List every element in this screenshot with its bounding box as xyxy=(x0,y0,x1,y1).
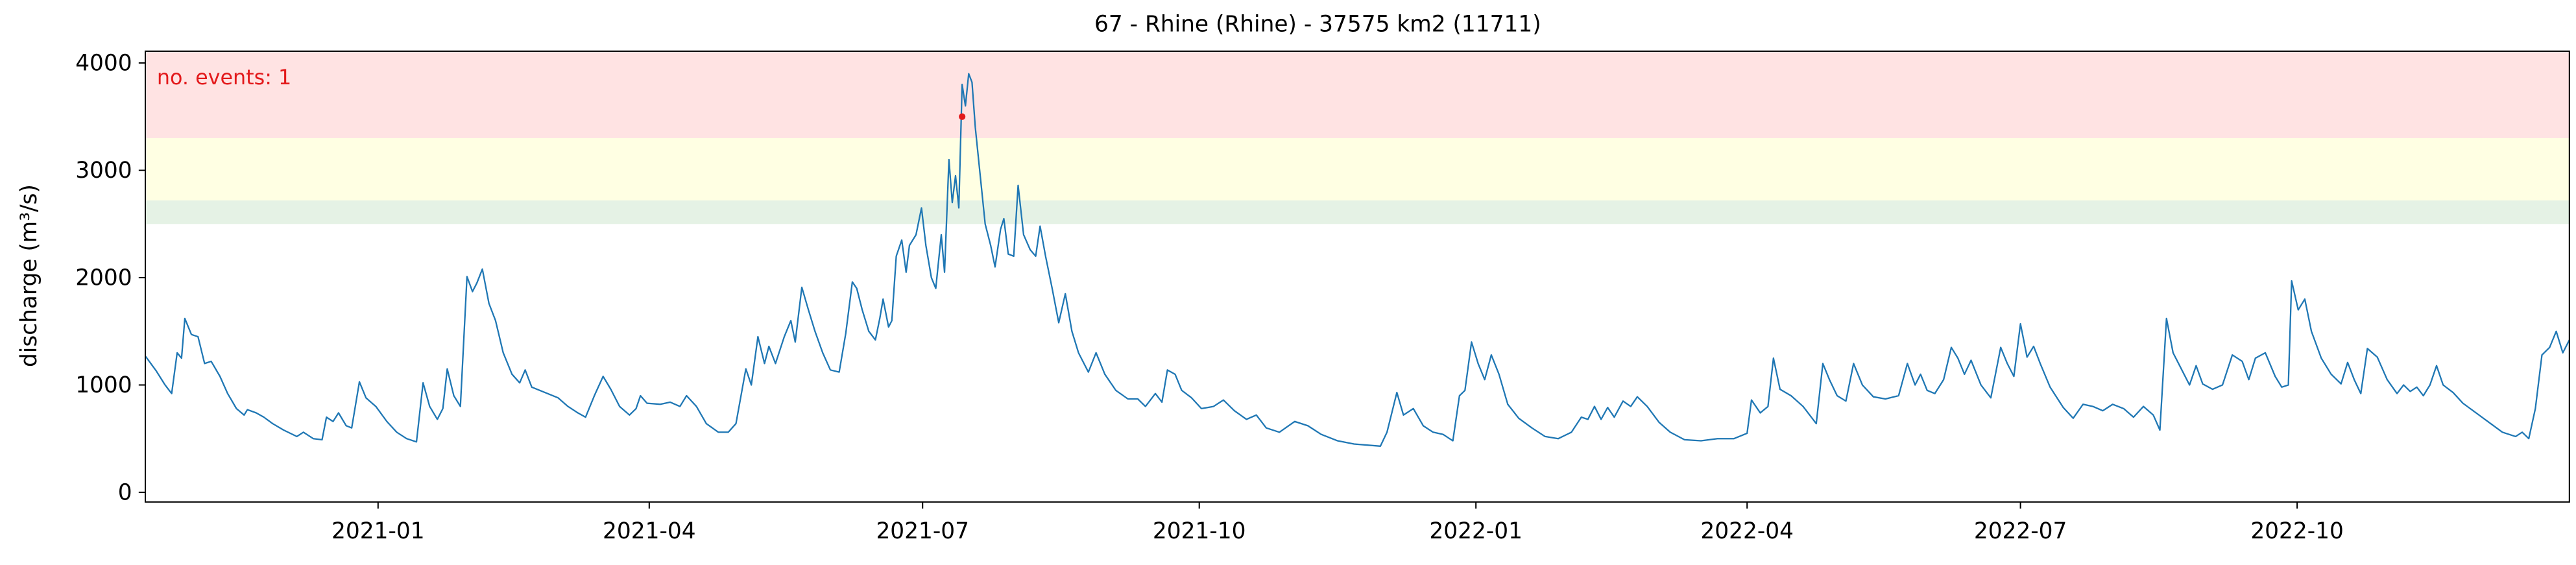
chart-title: 67 - Rhine (Rhine) - 37575 km2 (11711) xyxy=(1094,11,1541,37)
discharge-line xyxy=(145,73,2570,447)
x-tick-label: 2022-10 xyxy=(2250,518,2344,544)
y-tick-label: 1000 xyxy=(75,372,132,398)
threshold-band xyxy=(145,200,2570,224)
axes-frame xyxy=(144,50,2570,503)
y-tick-label: 4000 xyxy=(75,51,132,77)
x-tick-label: 2022-01 xyxy=(1429,518,1523,544)
plot-area xyxy=(145,51,2570,447)
x-tick-label: 2021-04 xyxy=(603,518,696,544)
y-axis-label: discharge (m³/s) xyxy=(16,184,42,367)
x-tick-label: 2022-04 xyxy=(1700,518,1794,544)
x-tick-label: 2022-07 xyxy=(1974,518,2067,544)
x-tick-label: 2021-07 xyxy=(876,518,969,544)
y-tick-label: 2000 xyxy=(75,265,132,291)
y-tick-label: 3000 xyxy=(75,158,132,184)
x-tick-label: 2021-01 xyxy=(331,518,425,544)
annotation: no. events: 1 xyxy=(157,65,291,90)
threshold-band xyxy=(145,51,2570,138)
event-marker xyxy=(959,113,966,120)
threshold-band xyxy=(145,138,2570,200)
y-tick-label: 0 xyxy=(118,479,132,505)
x-tick-label: 2021-10 xyxy=(1153,518,1246,544)
